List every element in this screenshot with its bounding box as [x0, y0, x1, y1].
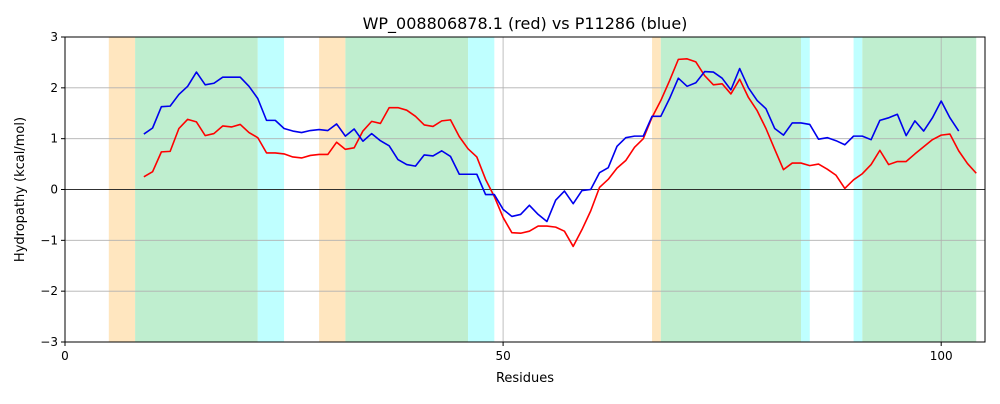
- y-tick-label: 1: [50, 132, 58, 146]
- y-tick-label: 2: [50, 81, 58, 95]
- x-tick-label: 100: [930, 349, 953, 363]
- y-tick-label: −3: [40, 335, 58, 349]
- series-line-1: [143, 67, 960, 223]
- x-tick-label: 50: [495, 349, 510, 363]
- chart-title: WP_008806878.1 (red) vs P11286 (blue): [363, 14, 688, 34]
- y-axis-label: Hydropathy (kcal/mol): [13, 117, 28, 262]
- y-axis-ticks: −3 −2 −1 0 1 2 3: [40, 30, 65, 349]
- series-lines: [143, 58, 977, 248]
- y-tick-label: −2: [40, 284, 58, 298]
- x-axis-ticks: 0 50 100: [61, 342, 953, 363]
- y-tick-label: 3: [50, 30, 58, 44]
- series-line-0: [143, 58, 977, 248]
- y-tick-label: −1: [40, 233, 58, 247]
- x-axis-label: Residues: [496, 371, 554, 386]
- y-tick-label: 0: [50, 183, 58, 197]
- x-tick-label: 0: [61, 349, 69, 363]
